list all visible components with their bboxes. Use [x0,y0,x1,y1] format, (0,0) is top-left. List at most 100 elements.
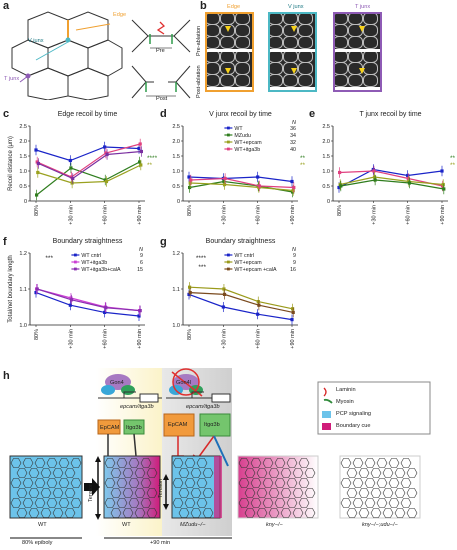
data-point [221,305,225,309]
data-point [34,291,38,295]
tissue-cell [122,468,134,478]
data-point [442,187,446,191]
tissue-cell [34,498,46,508]
tissue-mz: MZudu−/− [180,522,206,528]
col-vjunx: V junx [288,4,304,10]
micrograph [270,14,315,49]
x-tick-label: +30 min [221,205,227,225]
tissue-cell [70,458,82,468]
tissue-cell [250,498,262,508]
tissue-cell [388,498,400,508]
data-point [103,145,107,149]
significance-stars: ** [147,162,153,169]
significance-stars: ** [300,155,306,162]
data-point [35,193,39,197]
legend-n: 16 [290,267,296,273]
tissue-cell [110,468,122,478]
tissue-cell [238,498,250,508]
tissue-cell [256,508,268,518]
y-tick-label: 1.0 [172,169,180,175]
data-point [104,179,109,184]
data-point [188,291,192,295]
tissue-cell [16,468,28,478]
tissue-cell [128,498,140,508]
data-point [222,292,227,296]
tissue-cell [46,498,58,508]
data-point [290,318,294,322]
x-tick-label: +30 min [68,329,74,349]
data-point [139,149,143,154]
legend-label: WT+epcam [234,140,262,146]
data-point [338,170,342,175]
tissue-cell [64,508,76,518]
tissue-cell [286,458,298,468]
x-tick-label: 80% [34,205,40,216]
x-tick-label: +90 min [137,205,143,225]
tissue-cell [140,478,152,488]
tissue-cell [22,498,34,508]
series-line [338,168,443,189]
tissue-cell [28,488,40,498]
data-point [34,148,38,152]
tissue-cell [52,508,64,518]
legend-label: WT cntrl [234,253,254,259]
data-point [406,173,410,178]
data-point [292,185,296,190]
tension-label-1: Tension [88,482,94,502]
tissue-cell [202,508,214,518]
data-point [440,169,444,173]
data-point [406,176,410,181]
tissue-cell [292,468,304,478]
tissue-kny: kny−/− [266,522,283,528]
data-point [68,303,72,307]
data-point [257,184,262,188]
data-point [339,184,343,188]
series-line [35,146,140,162]
data-point [291,188,295,193]
data-point [223,176,227,181]
y-tick-label: 1.0 [19,323,27,329]
tissue-cell [134,508,146,518]
tissue-cell [28,508,40,518]
chart-title: Boundary straightness [206,238,276,245]
tension-label-2: Tension [158,478,164,498]
tissue-cell [172,478,184,488]
tissue-cell [238,478,250,488]
data-point [69,298,74,302]
data-point [372,175,377,179]
tissue-wt-2: WT [122,522,131,528]
legend-label: WT+epcam [234,260,262,266]
tissue-cell [286,478,298,488]
tissue-cell [400,498,412,508]
y-tick-label: 0.5 [19,184,27,190]
x-tick-label: +90 min [290,329,296,349]
panel-b-letter: b [200,0,207,12]
gene-gon4: Gon4 [110,380,124,386]
tissue-cell [104,478,116,488]
legend-label: WT+itga3b [234,147,260,153]
tissue-cell [346,508,358,518]
tissue-cell [10,498,22,508]
data-point [188,285,192,289]
tissue-cell [110,488,122,498]
series-line [188,176,293,183]
data-point [189,178,193,182]
data-point [105,152,109,157]
legend-myosin: Myosin [336,399,354,405]
data-point [188,181,192,185]
tissue-cell [388,478,400,488]
tissue-cell [64,488,76,498]
series-line [37,288,141,312]
data-point [373,178,377,182]
y-tick-label: 2.0 [322,139,330,145]
tissue-cell [10,478,22,488]
tissue-cell [146,508,158,518]
tissue-cell [190,468,202,478]
tissue-cell [58,498,70,508]
micrograph [270,52,315,87]
tissue-cell [140,458,152,468]
tissue-cell [340,458,352,468]
tissue-cell [406,468,418,478]
tissue-cell [394,468,406,478]
chart-title: Boundary straightness [53,238,123,245]
